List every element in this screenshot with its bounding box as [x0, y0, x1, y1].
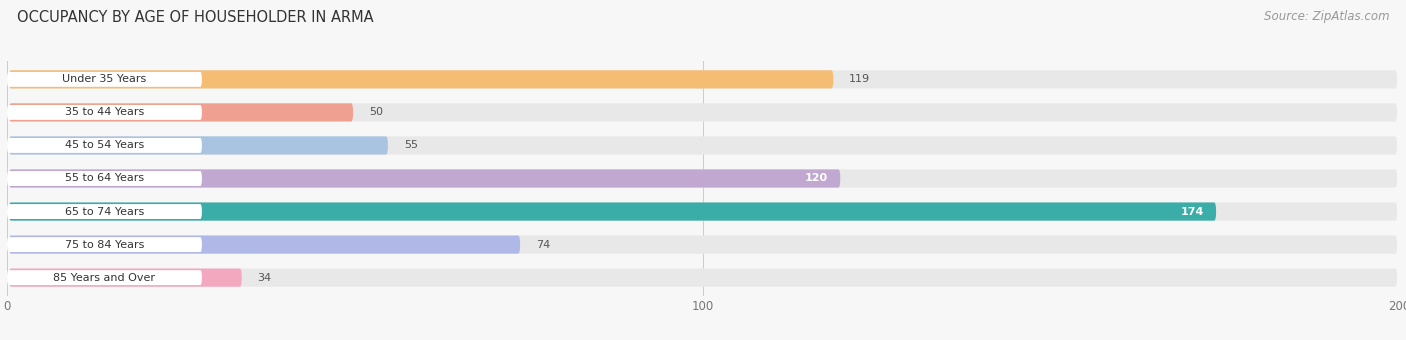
FancyBboxPatch shape	[7, 72, 202, 87]
Text: 174: 174	[1181, 206, 1204, 217]
FancyBboxPatch shape	[7, 171, 202, 186]
Text: 55 to 64 Years: 55 to 64 Years	[65, 173, 143, 184]
FancyBboxPatch shape	[8, 70, 834, 88]
FancyBboxPatch shape	[7, 204, 202, 219]
Text: 34: 34	[257, 273, 271, 283]
FancyBboxPatch shape	[8, 103, 1398, 121]
FancyBboxPatch shape	[8, 269, 1398, 287]
Text: 50: 50	[368, 107, 382, 117]
Text: 74: 74	[536, 240, 550, 250]
Text: 119: 119	[849, 74, 870, 84]
Text: 35 to 44 Years: 35 to 44 Years	[65, 107, 143, 117]
FancyBboxPatch shape	[8, 103, 353, 121]
Text: OCCUPANCY BY AGE OF HOUSEHOLDER IN ARMA: OCCUPANCY BY AGE OF HOUSEHOLDER IN ARMA	[17, 10, 374, 25]
Text: 45 to 54 Years: 45 to 54 Years	[65, 140, 143, 151]
Text: 55: 55	[404, 140, 418, 151]
FancyBboxPatch shape	[8, 136, 388, 155]
FancyBboxPatch shape	[8, 136, 1398, 155]
FancyBboxPatch shape	[8, 70, 1398, 88]
FancyBboxPatch shape	[8, 169, 841, 188]
FancyBboxPatch shape	[8, 269, 242, 287]
FancyBboxPatch shape	[7, 270, 202, 285]
Text: Source: ZipAtlas.com: Source: ZipAtlas.com	[1264, 10, 1389, 23]
Text: 65 to 74 Years: 65 to 74 Years	[65, 206, 143, 217]
FancyBboxPatch shape	[8, 236, 1398, 254]
Text: 75 to 84 Years: 75 to 84 Years	[65, 240, 145, 250]
Text: Under 35 Years: Under 35 Years	[62, 74, 146, 84]
FancyBboxPatch shape	[7, 138, 202, 153]
Text: 120: 120	[806, 173, 828, 184]
Text: 85 Years and Over: 85 Years and Over	[53, 273, 156, 283]
FancyBboxPatch shape	[8, 202, 1398, 221]
FancyBboxPatch shape	[8, 202, 1216, 221]
FancyBboxPatch shape	[8, 169, 1398, 188]
FancyBboxPatch shape	[8, 236, 520, 254]
FancyBboxPatch shape	[7, 105, 202, 120]
FancyBboxPatch shape	[7, 237, 202, 252]
